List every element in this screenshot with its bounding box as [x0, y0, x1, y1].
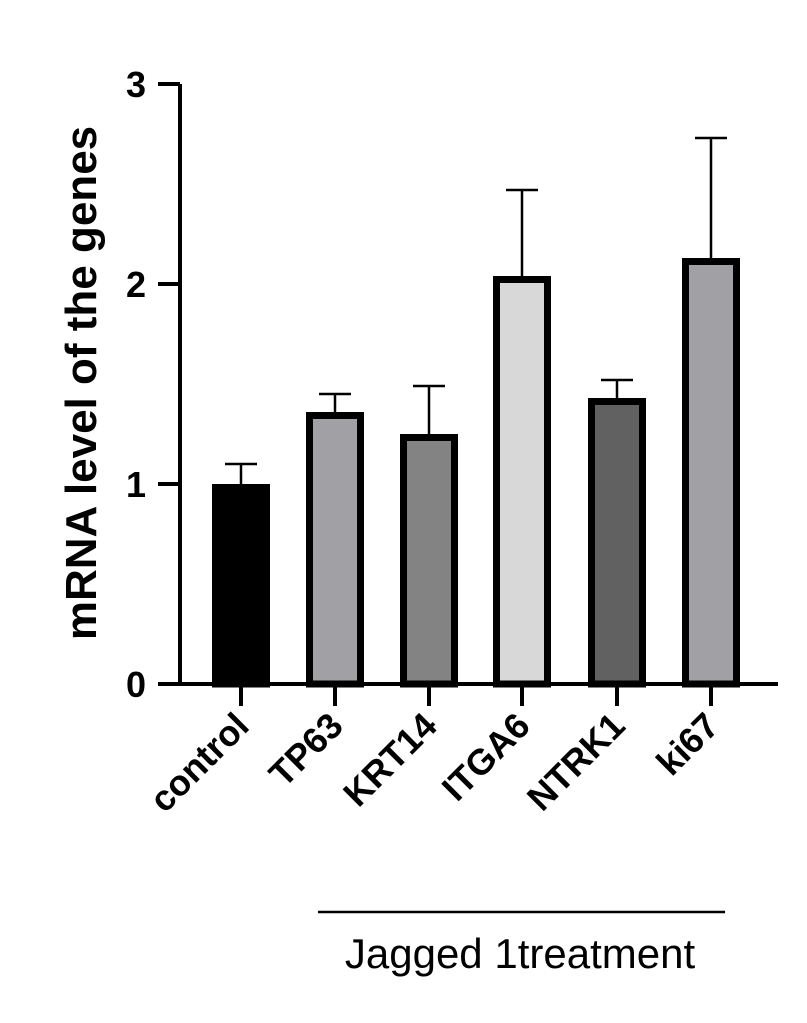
x-tick-label-ntrk1: NTRK1 [519, 705, 633, 819]
group-bracket: Jagged 1treatment [318, 910, 725, 977]
bar-krt14 [400, 434, 458, 688]
x-tick-label-krt14: KRT14 [335, 705, 445, 815]
bar-tp63 [306, 412, 364, 688]
y-tick-label: 1 [126, 464, 146, 505]
bar-ntrk1 [588, 398, 646, 688]
bar-itga6 [493, 276, 551, 688]
error-bars [225, 136, 727, 484]
y-axis: 0 1 2 3 [126, 64, 182, 705]
x-tick-label-control: control [141, 705, 256, 820]
y-axis-title: mRNA level of the genes [57, 126, 106, 640]
group-bracket-label: Jagged 1treatment [345, 930, 696, 977]
y-tick-label: 0 [126, 664, 146, 705]
bars [212, 258, 740, 688]
bar-ki67 [682, 258, 740, 688]
x-tick-label-ki67: ki67 [648, 705, 727, 784]
bar-control [212, 484, 270, 688]
x-tick-label-tp63: TP63 [261, 705, 351, 795]
y-tick-label: 3 [126, 64, 146, 105]
y-tick-label: 2 [126, 264, 146, 305]
